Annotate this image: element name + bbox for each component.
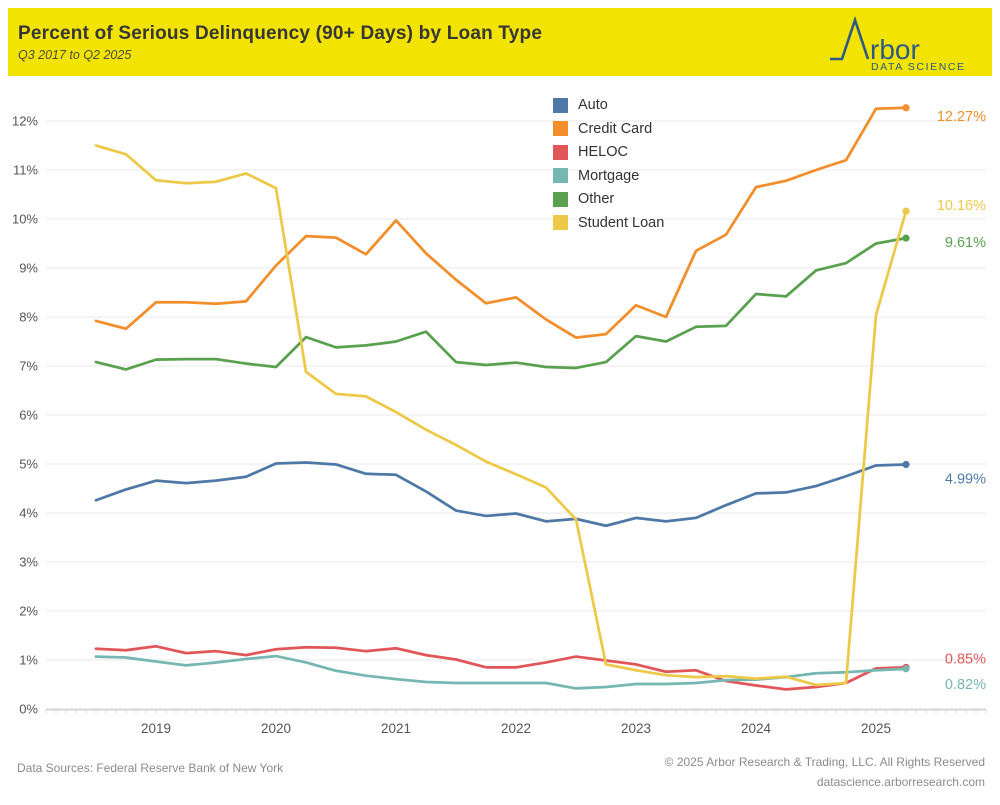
page-title: Percent of Serious Delinquency (90+ Days… (18, 22, 543, 44)
chart-legend: Auto Credit Card HELOC Mortgage Other Student… (553, 97, 664, 231)
logo-brand-text: rbor (870, 34, 920, 65)
x-tick-label-2021: 2021 (381, 721, 411, 736)
y-tick-label-4%: 4% (19, 506, 38, 521)
legend-item-heloc[interactable]: HELOC (553, 144, 664, 160)
copyright-note: © 2025 Arbor Research & Trading, LLC. Al… (665, 752, 985, 792)
y-tick-label-9%: 9% (19, 261, 38, 276)
y-tick-label-10%: 10% (12, 212, 38, 227)
legend-swatch-heloc (553, 144, 568, 160)
y-tick-label-12%: 12% (12, 114, 38, 129)
y-tick-label-5%: 5% (19, 457, 38, 472)
legend-item-other[interactable]: Other (553, 191, 664, 207)
header-text: Percent of Serious Delinquency (90+ Days… (18, 23, 542, 62)
y-tick-label-8%: 8% (19, 310, 38, 325)
page-subtitle: Q3 2017 to Q2 2025 (18, 47, 132, 62)
x-tick-label-2024: 2024 (741, 721, 772, 736)
x-tick-label-2020: 2020 (261, 721, 291, 736)
series-end-label-credit_card: 12.27% (937, 109, 986, 125)
legend-swatch-credit_card (553, 121, 568, 136)
series-end-label-mortgage: 0.82% (945, 677, 986, 693)
series-line-mortgage (94, 654, 908, 690)
logo-tagline-text: DATA SCIENCE (871, 61, 966, 71)
x-tick-label-2023: 2023 (621, 721, 651, 736)
series-line-auto (94, 461, 908, 528)
y-tick-label-2%: 2% (19, 604, 38, 619)
series-end-label-auto: 4.99% (945, 471, 986, 487)
arbor-logo-icon: rbor DATA SCIENCE (830, 15, 966, 71)
footer: Data Sources: Federal Reserve Bank of Ne… (0, 744, 1000, 800)
x-tick-label-2022: 2022 (501, 721, 531, 736)
arbor-logo: rbor DATA SCIENCE (826, 13, 978, 71)
y-tick-label-11%: 11% (13, 163, 38, 178)
legend-label-heloc: HELOC (578, 144, 628, 160)
legend-item-credit_card[interactable]: Credit Card (553, 121, 664, 137)
y-tick-label-1%: 1% (19, 653, 38, 668)
legend-swatch-other (553, 191, 568, 207)
series-endpoint-credit_card (902, 104, 910, 112)
legend-swatch-auto (553, 97, 568, 113)
series-line-student_loan (94, 144, 908, 687)
legend-item-auto[interactable]: Auto (553, 97, 664, 113)
legend-item-mortgage[interactable]: Mortgage (553, 168, 664, 184)
legend-label-auto: Auto (578, 97, 608, 113)
copyright-line: © 2025 Arbor Research & Trading, LLC. Al… (664, 755, 985, 769)
legend-swatch-mortgage (553, 168, 568, 183)
series-endpoint-auto (902, 460, 910, 469)
series-end-label-student_loan: 10.16% (937, 198, 986, 214)
website-link[interactable]: datascience.arborresearch.com (816, 775, 985, 789)
legend-label-mortgage: Mortgage (578, 167, 640, 184)
y-tick-label-7%: 7% (19, 359, 38, 374)
series-line-credit_card (94, 106, 908, 339)
series-end-label-heloc: 0.85% (945, 651, 986, 667)
y-tick-label-6%: 6% (19, 408, 38, 423)
series-endpoint-other (902, 234, 910, 242)
legend-swatch-student_loan (553, 215, 568, 230)
y-tick-label-0%: 0% (19, 702, 38, 717)
x-tick-label-2025: 2025 (861, 721, 891, 736)
series-endpoint-mortgage (902, 665, 910, 673)
y-tick-label-3%: 3% (19, 555, 38, 570)
series-end-label-other: 9.61% (945, 235, 986, 251)
legend-label-other: Other (578, 191, 615, 207)
series-endpoint-student_loan (902, 207, 910, 215)
legend-label-credit_card: Credit Card (578, 120, 653, 137)
series-line-other (94, 236, 908, 371)
logo-peak-icon (830, 15, 870, 61)
series-line-heloc (94, 644, 908, 691)
data-sources-note: Data Sources: Federal Reserve Bank of Ne… (17, 761, 284, 775)
x-tick-label-2019: 2019 (141, 721, 171, 736)
legend-item-student_loan[interactable]: Student Loan (553, 215, 664, 231)
header-banner: Percent of Serious Delinquency (90+ Days… (8, 8, 992, 76)
legend-label-student_loan: Student Loan (578, 214, 665, 231)
